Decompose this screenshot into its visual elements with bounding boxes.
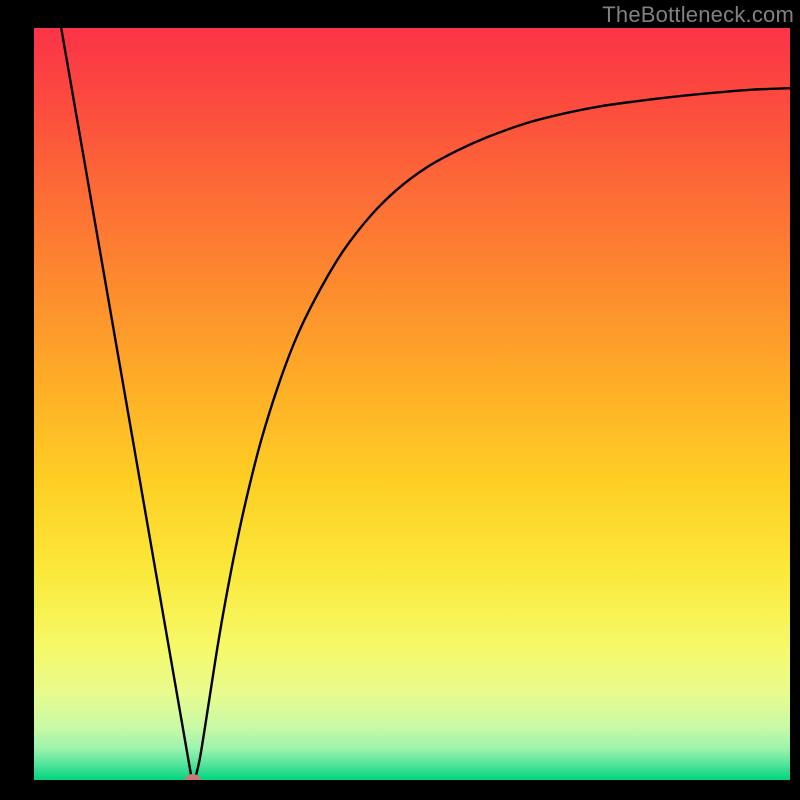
bottleneck-chart — [34, 28, 790, 780]
watermark-text: TheBottleneck.com — [602, 2, 794, 28]
gradient-background — [34, 28, 790, 780]
